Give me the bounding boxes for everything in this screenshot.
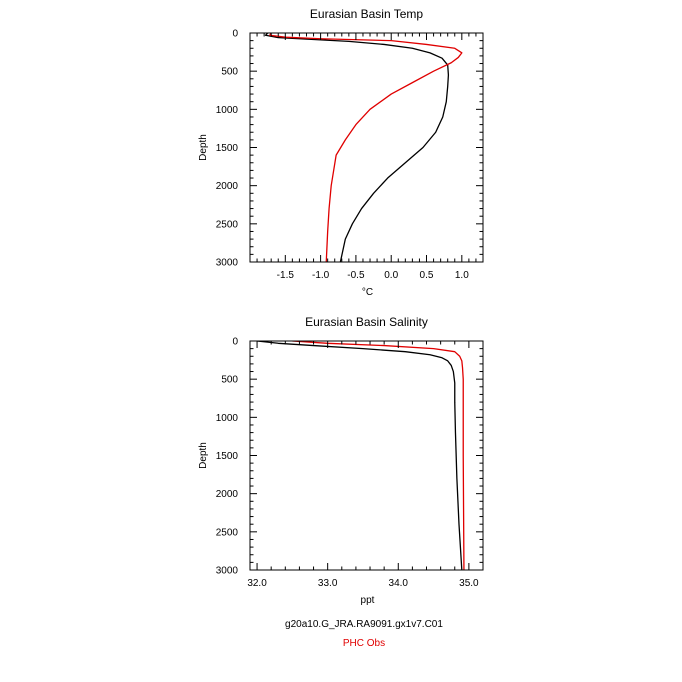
series-line-model [256,341,463,570]
x-tick-label: 34.0 [389,578,409,589]
x-axis-label: ppt [361,595,375,606]
chart-title: Eurasian Basin Temp [310,7,424,21]
y-tick-label: 1000 [216,413,239,424]
x-tick-label: -1.5 [277,270,295,281]
x-tick-label: 35.0 [459,578,479,589]
y-axis-label: Depth [198,442,209,469]
series-line-obs [292,341,465,570]
y-tick-label: 500 [221,67,238,78]
y-tick-label: 500 [221,375,238,386]
y-tick-label: 1500 [216,143,239,154]
legend-obs-label: PHC Obs [343,638,385,649]
y-tick-label: 2000 [216,181,239,192]
y-tick-label: 3000 [216,566,239,577]
chart-title: Eurasian Basin Salinity [305,315,428,329]
x-tick-label: 1.0 [455,270,469,281]
x-tick-label: 32.0 [247,578,267,589]
x-tick-label: -0.5 [347,270,365,281]
y-tick-label: 0 [232,29,238,40]
x-axis-label: °C [362,287,373,298]
y-tick-label: 2000 [216,489,239,500]
x-tick-label: 0.0 [384,270,398,281]
panel-2: 32.0 33.0 34.0 35.0 0 500 1000 1500 2000 2500 3000… [198,315,484,606]
series-line-model [264,33,450,262]
y-tick-label: 2500 [216,527,239,538]
panels: -1.5 -1.0 -0.5 0.0 0.5 1.0 0 500 1000 1500 2000 250… [198,7,484,606]
series-line-obs [269,33,463,262]
x-tick-label: -1.0 [312,270,330,281]
x-tick-label: 33.0 [318,578,338,589]
y-tick-label: 3000 [216,258,239,269]
y-tick-label: 0 [232,337,238,348]
x-tick-label: 0.5 [420,270,434,281]
y-tick-label: 1500 [216,451,239,462]
legend-model-label: g20a10.G_JRA.RA9091.gx1v7.C01 [285,619,443,630]
y-axis-label: Depth [198,134,209,161]
panel-1: -1.5 -1.0 -0.5 0.0 0.5 1.0 0 500 1000 1500 2000 250… [198,7,484,298]
y-tick-label: 2500 [216,219,239,230]
y-tick-label: 1000 [216,105,239,116]
